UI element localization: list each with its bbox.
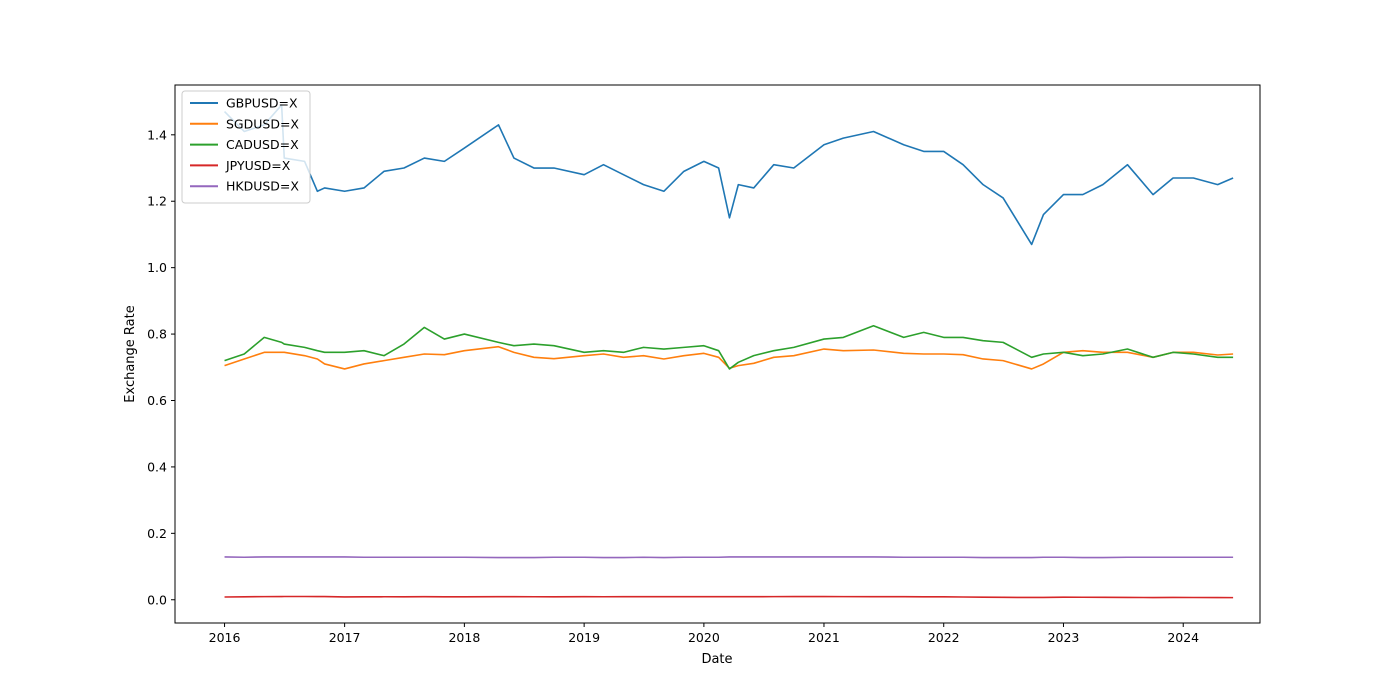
x-tick-label: 2021	[808, 630, 840, 645]
x-tick-label: 2020	[688, 630, 720, 645]
x-tick-label: 2019	[568, 630, 600, 645]
x-axis-label: Date	[701, 652, 732, 667]
y-tick-label: 1.4	[147, 127, 167, 142]
y-tick-label: 0.2	[147, 526, 167, 541]
y-tick-label: 0.6	[147, 393, 167, 408]
y-tick-label: 0.8	[147, 327, 167, 342]
x-tick-label: 2024	[1167, 630, 1199, 645]
y-axis-label: Exchange Rate	[123, 305, 138, 402]
y-tick-label: 1.0	[147, 260, 167, 275]
x-tick-label: 2016	[209, 630, 241, 645]
series-line-jpyusd-x	[225, 597, 1234, 598]
x-tick-label: 2017	[329, 630, 361, 645]
x-tick-label: 2022	[928, 630, 960, 645]
legend-label-gbpusd-x: GBPUSD=X	[226, 96, 298, 111]
legend: GBPUSD=X SGDUSD=X CADUSD=X JPYUSD=X HKDUSD=X	[182, 91, 310, 203]
legend-label-sgdusd-x: SGDUSD=X	[226, 116, 299, 131]
y-tick-label: 0.0	[147, 592, 167, 607]
series-line-hkdusd-x	[225, 557, 1234, 558]
legend-label-jpyusd-x: JPYUSD=X	[225, 158, 291, 173]
legend-label-cadusd-x: CADUSD=X	[226, 137, 299, 152]
y-tick-label: 1.2	[147, 194, 167, 209]
legend-label-hkdusd-x: HKDUSD=X	[226, 179, 299, 194]
y-tick-label: 0.4	[147, 459, 167, 474]
x-tick-label: 2023	[1048, 630, 1080, 645]
x-tick-label: 2018	[448, 630, 480, 645]
